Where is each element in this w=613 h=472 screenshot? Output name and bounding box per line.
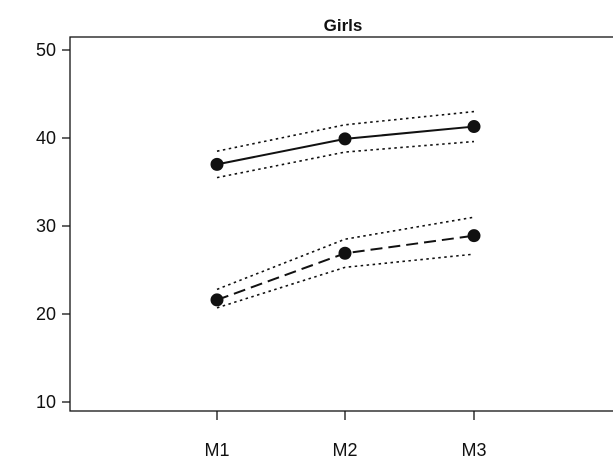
y-tick-label-50: 50 — [36, 40, 56, 60]
plot-area — [70, 37, 613, 411]
chart-title: Girls — [324, 16, 363, 35]
x-tick-label-M2: M2 — [332, 440, 357, 460]
data-point-0-M3 — [468, 120, 481, 133]
y-tick-label-30: 30 — [36, 216, 56, 236]
series-line-3-dashed — [217, 236, 474, 300]
y-tick-label-40: 40 — [36, 128, 56, 148]
x-axis: M1 M2 M3 — [204, 411, 486, 460]
data-point-0-M1 — [211, 158, 224, 171]
data-point-3-M2 — [339, 247, 352, 260]
data-point-3-M3 — [468, 229, 481, 242]
data-point-3-M1 — [211, 293, 224, 306]
data-point-0-M2 — [339, 132, 352, 145]
series-line-2-dotted — [217, 142, 474, 178]
y-tick-label-10: 10 — [36, 392, 56, 412]
y-axis: 10 20 30 40 50 — [36, 40, 70, 412]
y-tick-label-20: 20 — [36, 304, 56, 324]
series-line-5-dotted — [217, 254, 474, 308]
series-line-0-solid — [217, 127, 474, 165]
x-tick-label-M3: M3 — [461, 440, 486, 460]
series-layer — [211, 112, 481, 308]
x-tick-label-M1: M1 — [204, 440, 229, 460]
